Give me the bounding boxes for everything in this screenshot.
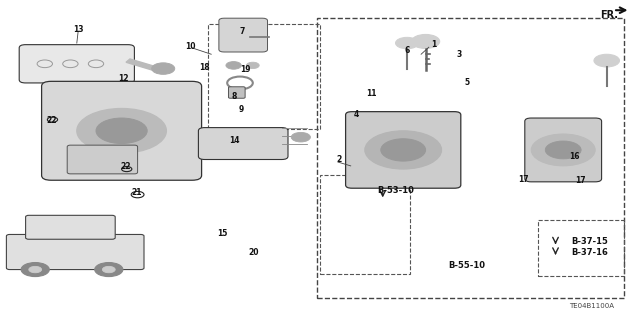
Text: 13: 13 bbox=[73, 25, 83, 34]
Text: 20: 20 bbox=[248, 248, 259, 257]
Text: 4: 4 bbox=[353, 110, 358, 119]
Circle shape bbox=[365, 131, 442, 169]
Circle shape bbox=[396, 37, 419, 49]
Text: B-55-10: B-55-10 bbox=[449, 261, 486, 270]
Text: 3: 3 bbox=[457, 50, 462, 59]
Text: TE04B1100A: TE04B1100A bbox=[570, 303, 614, 309]
Text: 6: 6 bbox=[404, 46, 410, 55]
Text: 15: 15 bbox=[217, 229, 227, 238]
FancyBboxPatch shape bbox=[19, 45, 134, 83]
FancyBboxPatch shape bbox=[42, 81, 202, 180]
Circle shape bbox=[412, 34, 440, 48]
FancyBboxPatch shape bbox=[198, 128, 288, 160]
Circle shape bbox=[29, 266, 42, 273]
Text: 2: 2 bbox=[337, 155, 342, 164]
Circle shape bbox=[102, 266, 115, 273]
Circle shape bbox=[95, 263, 123, 277]
Text: 7: 7 bbox=[239, 27, 244, 36]
Text: 18: 18 bbox=[200, 63, 210, 72]
Text: 22: 22 bbox=[46, 116, 56, 125]
Text: 21: 21 bbox=[131, 188, 141, 197]
Circle shape bbox=[594, 54, 620, 67]
Bar bbox=[320, 175, 410, 274]
Text: B-53-10: B-53-10 bbox=[377, 186, 414, 195]
Circle shape bbox=[226, 62, 241, 69]
Bar bbox=[538, 220, 624, 276]
Bar bbox=[317, 18, 624, 298]
Text: 17: 17 bbox=[575, 176, 586, 185]
Circle shape bbox=[96, 118, 147, 144]
Circle shape bbox=[152, 63, 175, 74]
Text: 17: 17 bbox=[518, 175, 529, 184]
FancyBboxPatch shape bbox=[6, 234, 144, 270]
FancyBboxPatch shape bbox=[219, 18, 268, 52]
Text: B-37-16: B-37-16 bbox=[571, 248, 608, 257]
FancyBboxPatch shape bbox=[228, 87, 245, 98]
Text: 1: 1 bbox=[431, 40, 436, 49]
Circle shape bbox=[381, 139, 426, 161]
Circle shape bbox=[77, 108, 166, 153]
FancyBboxPatch shape bbox=[346, 112, 461, 188]
Circle shape bbox=[545, 141, 581, 159]
Text: 16: 16 bbox=[570, 152, 580, 161]
Bar bbox=[208, 24, 320, 129]
Text: 19: 19 bbox=[240, 65, 250, 74]
Text: FR.: FR. bbox=[600, 10, 618, 20]
Text: B-37-15: B-37-15 bbox=[571, 237, 608, 246]
Text: 10: 10 bbox=[186, 42, 196, 51]
Text: 14: 14 bbox=[229, 137, 239, 145]
Text: 9: 9 bbox=[239, 105, 244, 114]
Circle shape bbox=[21, 263, 49, 277]
Circle shape bbox=[291, 132, 310, 142]
Circle shape bbox=[531, 134, 595, 166]
FancyBboxPatch shape bbox=[26, 215, 115, 239]
Text: 11: 11 bbox=[366, 89, 376, 98]
Text: 8: 8 bbox=[232, 92, 237, 101]
Text: 22: 22 bbox=[120, 162, 131, 171]
Text: 5: 5 bbox=[465, 78, 470, 87]
FancyBboxPatch shape bbox=[67, 145, 138, 174]
FancyArrow shape bbox=[126, 59, 166, 72]
Text: 12: 12 bbox=[118, 74, 129, 83]
FancyBboxPatch shape bbox=[525, 118, 602, 182]
Circle shape bbox=[246, 62, 259, 69]
